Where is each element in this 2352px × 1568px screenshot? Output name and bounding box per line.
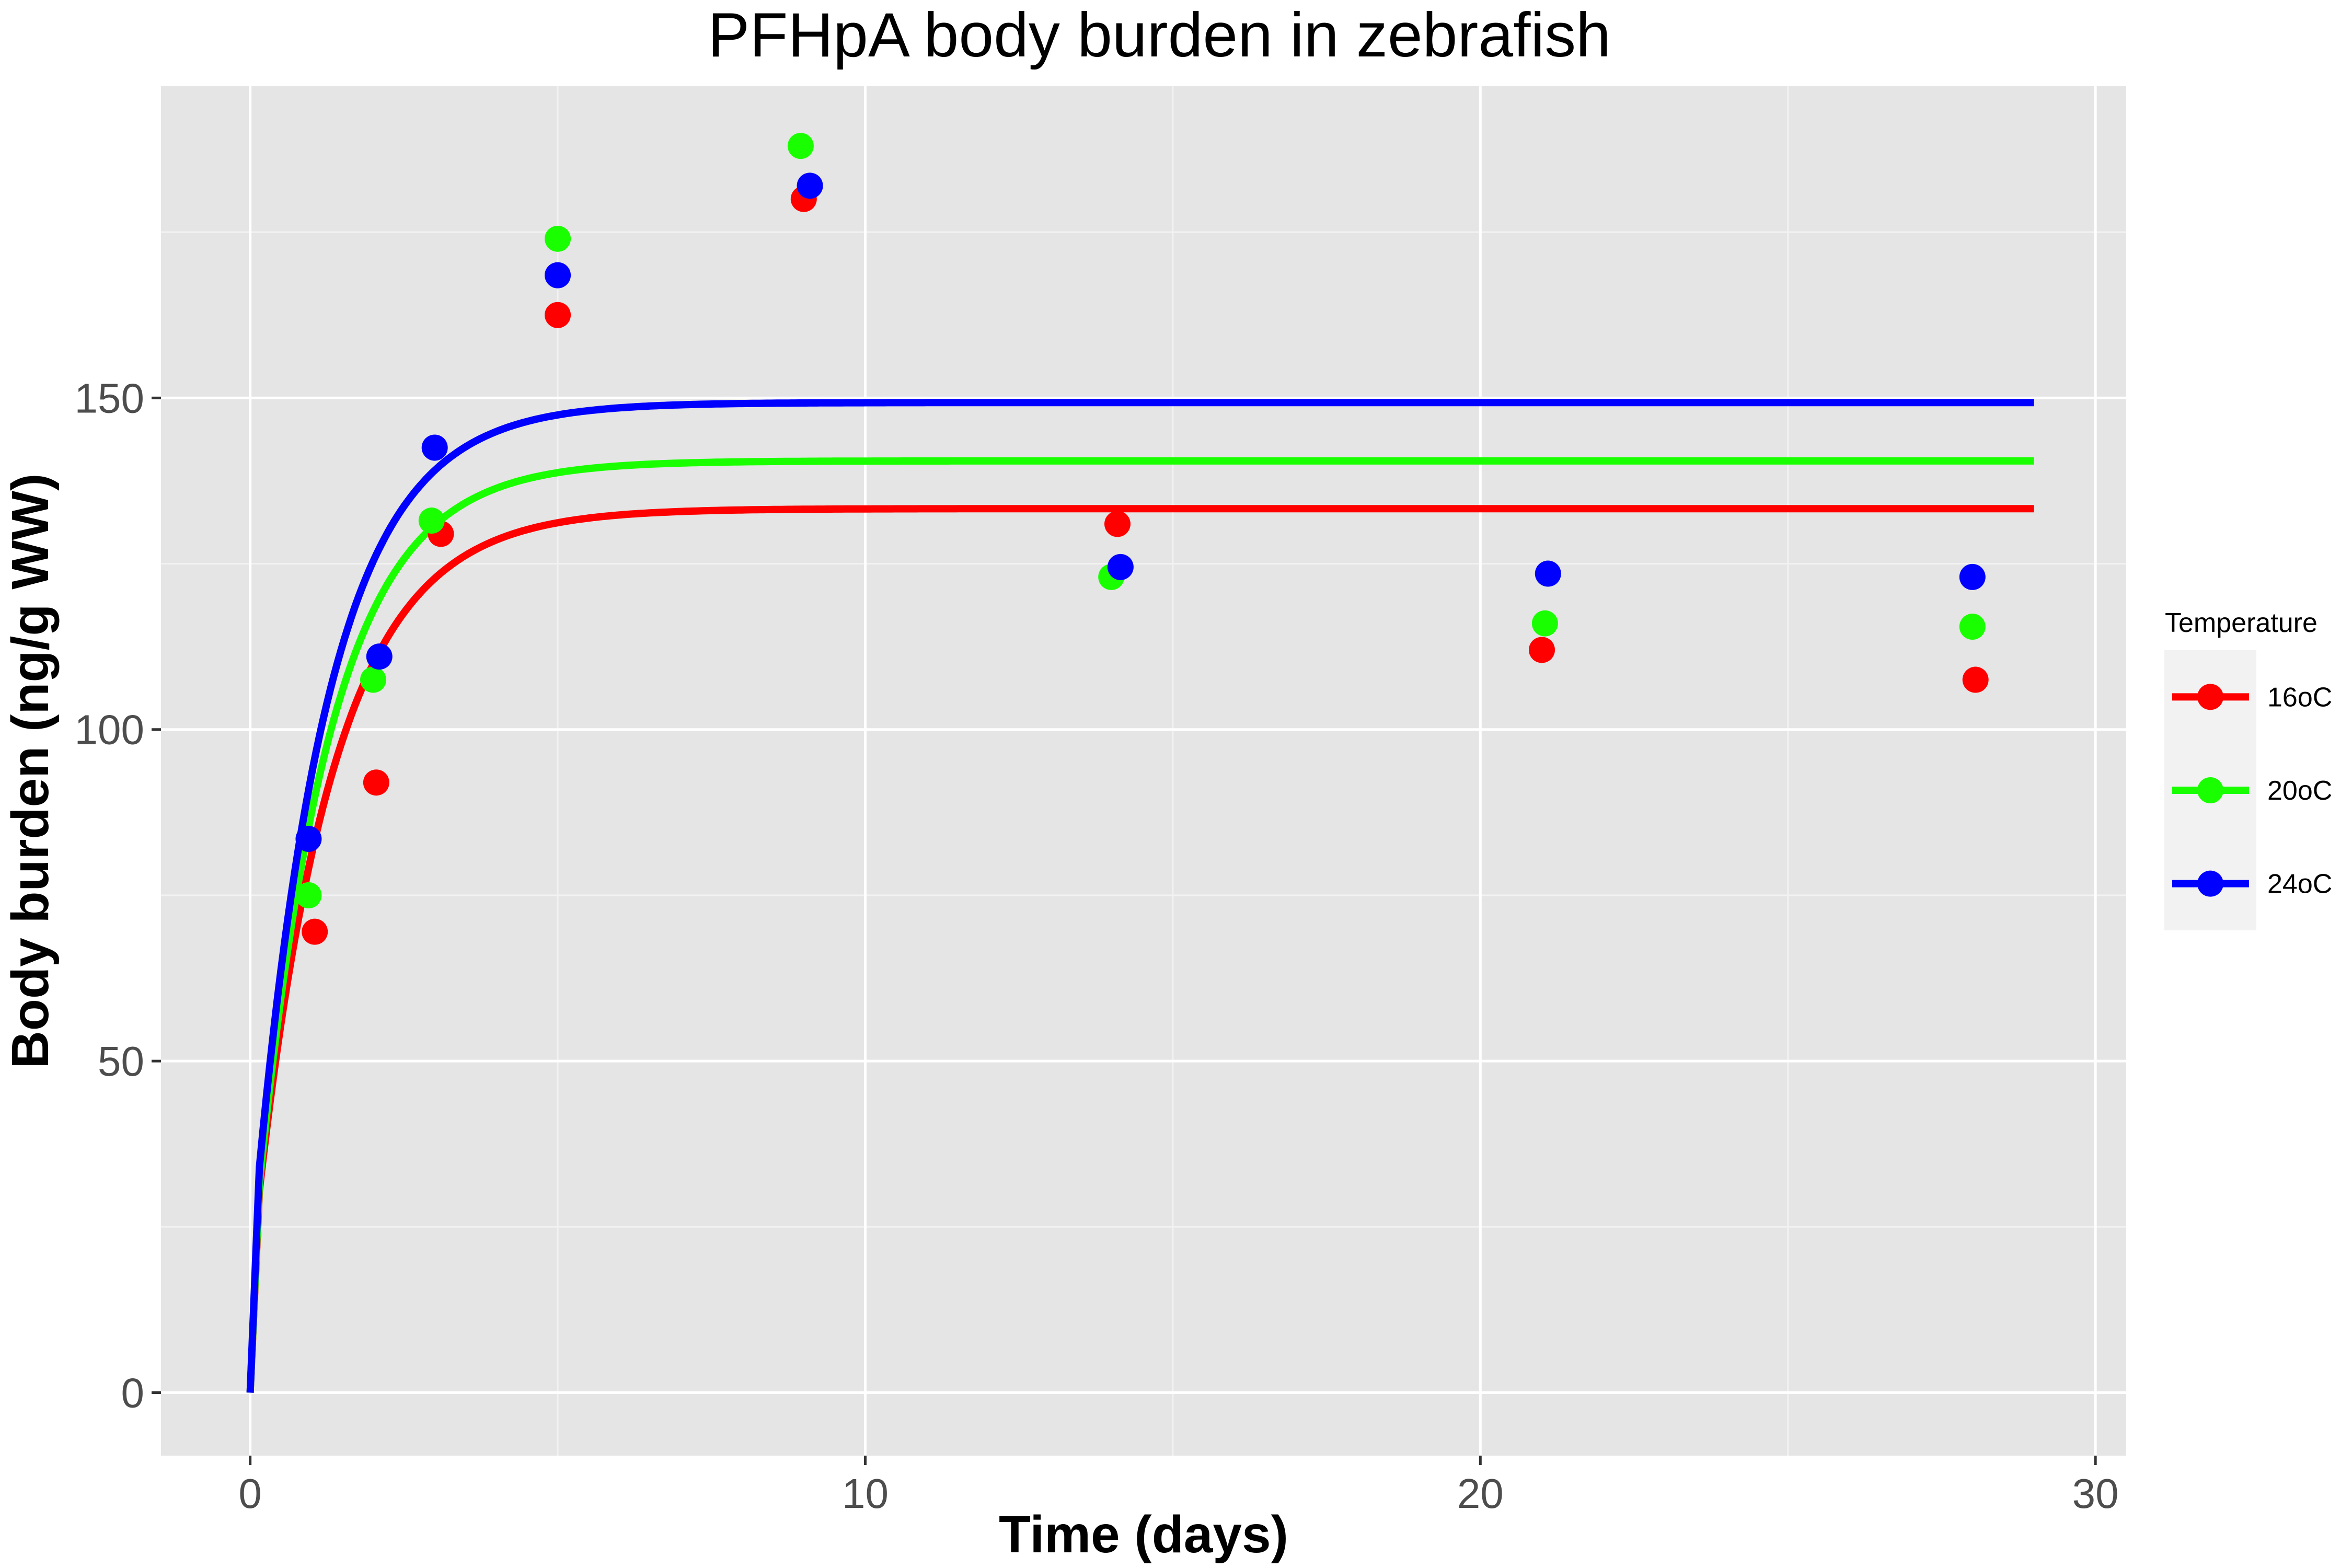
y-tick-label: 100	[75, 707, 144, 753]
legend-marker-20oC	[2197, 777, 2223, 803]
data-point-20oC	[295, 882, 322, 908]
data-point-20oC	[1531, 610, 1558, 637]
data-point-16oC	[1962, 666, 1989, 693]
data-point-20oC	[418, 508, 445, 534]
data-point-20oC	[360, 666, 387, 693]
x-axis-title: Time (days)	[999, 1505, 1288, 1564]
data-point-16oC	[1529, 637, 1555, 663]
x-tick-label: 30	[2072, 1470, 2119, 1517]
data-point-24oC	[1107, 554, 1134, 580]
y-axis-tick-labels: 0 50 100 150	[75, 375, 144, 1416]
data-point-24oC	[1535, 560, 1561, 587]
x-axis-ticks	[249, 1456, 2097, 1465]
y-tick-label: 50	[98, 1038, 144, 1085]
data-point-24oC	[1959, 563, 1986, 590]
data-point-16oC	[363, 769, 389, 796]
data-point-24oC	[421, 434, 448, 461]
data-point-20oC	[787, 133, 814, 159]
plot-panel	[161, 86, 2126, 1456]
legend-label-20oC: 20oC	[2267, 776, 2332, 806]
fit-line-16oC	[246, 505, 2034, 1393]
legend-label-24oC: 24oC	[2267, 869, 2332, 900]
fit-lines	[246, 399, 2034, 1393]
x-axis-tick-labels: 0 10 20 30	[238, 1470, 2118, 1517]
y-tick-label: 0	[121, 1369, 145, 1416]
legend-marker-16oC	[2197, 684, 2223, 710]
x-tick-label: 0	[238, 1470, 262, 1517]
fit-line-20oC	[246, 457, 2034, 1393]
major-gridlines	[161, 86, 2126, 1456]
data-points	[295, 133, 1989, 945]
data-point-20oC	[545, 225, 571, 252]
data-point-24oC	[295, 826, 322, 852]
chart-title: PFHpA body burden in zebrafish	[708, 0, 1611, 70]
data-point-16oC	[302, 918, 328, 945]
legend-marker-24oC	[2197, 870, 2223, 897]
y-axis-ticks	[152, 396, 161, 1394]
x-tick-label: 10	[842, 1470, 889, 1517]
data-point-24oC	[797, 172, 823, 199]
x-tick-label: 20	[1457, 1470, 1504, 1517]
data-point-24oC	[545, 262, 571, 289]
data-point-16oC	[1104, 511, 1131, 537]
data-point-16oC	[545, 302, 571, 328]
y-tick-label: 150	[75, 375, 144, 421]
data-point-20oC	[1959, 614, 1986, 640]
fit-line-24oC	[246, 399, 2034, 1393]
legend-label-16oC: 16oC	[2267, 682, 2332, 712]
minor-gridlines	[161, 86, 2126, 1456]
y-axis-title: Body burden (ng/g WW)	[1, 474, 60, 1069]
legend-title: Temperature	[2165, 608, 2318, 638]
legend: Temperature 16oC 20oC 24oC	[2164, 608, 2332, 930]
data-point-24oC	[366, 643, 393, 670]
